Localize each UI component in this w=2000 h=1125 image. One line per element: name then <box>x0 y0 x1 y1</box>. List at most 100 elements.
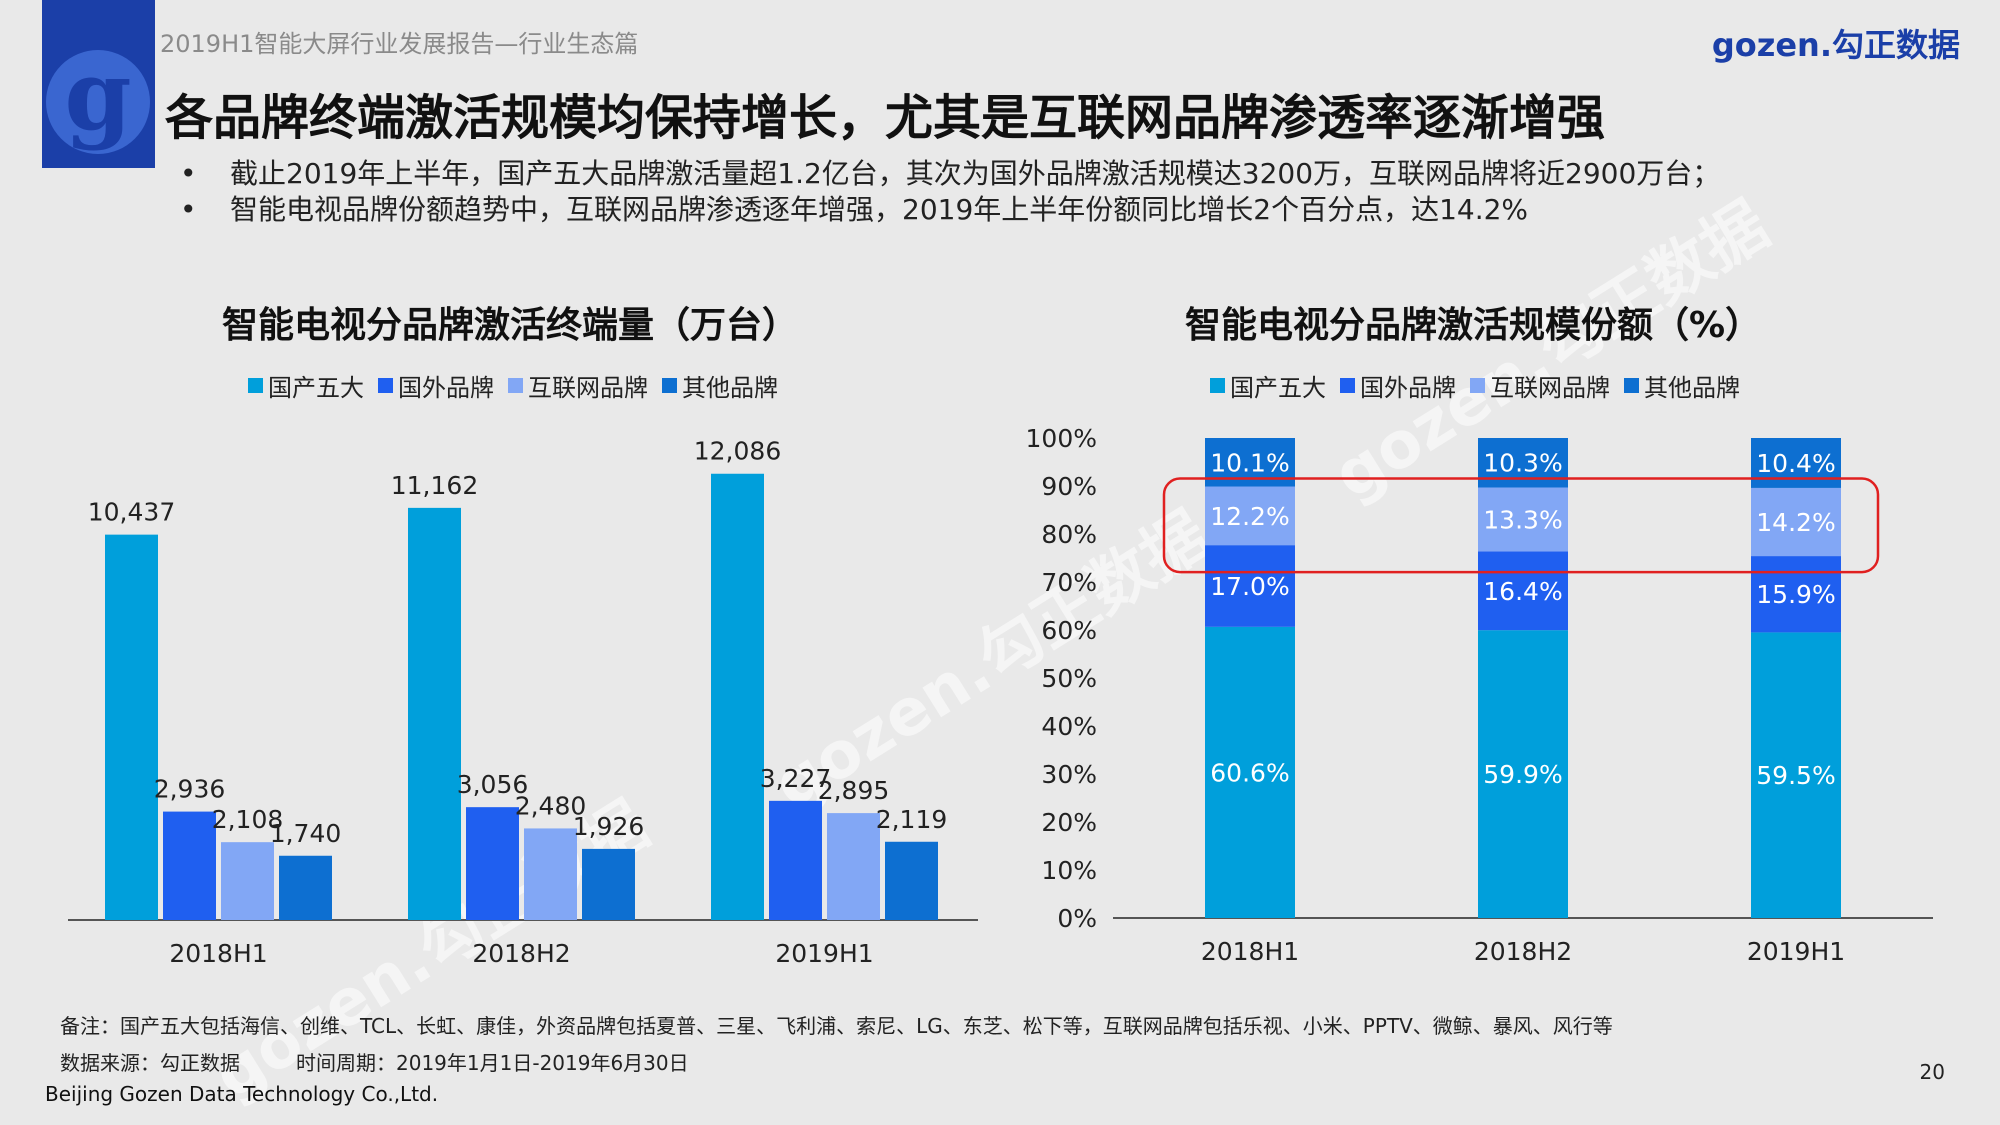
legend-label: 国产五大 <box>1230 374 1326 402</box>
segment-label: 10.4% <box>1756 449 1835 478</box>
legend-swatch <box>662 378 677 393</box>
bar <box>582 848 635 920</box>
legend-item: 互联网品牌 <box>508 368 648 403</box>
legend-item: 国外品牌 <box>1340 368 1456 403</box>
legend-item: 互联网品牌 <box>1470 368 1610 403</box>
bar <box>221 842 274 920</box>
legend-swatch <box>508 378 523 393</box>
bar <box>466 807 519 920</box>
segment-label: 15.9% <box>1756 580 1835 609</box>
x-tick-label: 2019H1 <box>1747 937 1845 966</box>
legend-swatch <box>248 378 263 393</box>
x-tick-label: 2018H1 <box>1201 937 1299 966</box>
gozen-logo-icon: g <box>46 48 150 154</box>
data-label: 2,119 <box>876 805 948 834</box>
bar <box>105 534 158 920</box>
legend-item: 国产五大 <box>248 368 364 403</box>
bar <box>524 828 577 920</box>
y-tick-label: 90% <box>1041 472 1097 501</box>
highlight-box <box>1162 477 1880 574</box>
y-tick-label: 10% <box>1041 856 1097 885</box>
segment-label: 10.3% <box>1483 449 1562 478</box>
stacked-segment <box>1478 630 1568 918</box>
legend-label: 国产五大 <box>268 374 364 402</box>
segment-label: 10.1% <box>1210 448 1289 477</box>
data-source: 数据来源：勾正数据 <box>60 1051 240 1075</box>
y-tick-label: 60% <box>1041 616 1097 645</box>
stacked-segment <box>1478 551 1568 631</box>
segment-label: 13.3% <box>1483 505 1562 534</box>
x-tick-label: 2018H1 <box>169 939 267 968</box>
page-title: 各品牌终端激活规模均保持增长，尤其是互联网品牌渗透率逐渐增强 <box>165 90 1606 146</box>
y-tick-label: 30% <box>1041 760 1097 789</box>
footnote: 备注：国产五大包括海信、创维、TCL、长虹、康佳，外资品牌包括夏普、三星、飞利浦… <box>60 1014 1613 1038</box>
bar <box>163 811 216 920</box>
stacked-segment <box>1205 486 1295 546</box>
segment-label: 17.0% <box>1210 572 1289 601</box>
legend-item: 国产五大 <box>1210 368 1326 403</box>
segment-label: 14.2% <box>1756 508 1835 537</box>
brand-logo: gozen.勾正数据 <box>1711 26 1960 64</box>
bullet-item: 智能电视品牌份额趋势中，互联网品牌渗透逐年增强，2019年上半年份额同比增长2个… <box>180 192 1720 228</box>
x-tick-label: 2018H2 <box>472 939 570 968</box>
stacked-segment <box>1751 556 1841 633</box>
legend-swatch <box>378 378 393 393</box>
data-label: 2,480 <box>515 791 587 820</box>
right-chart-legend: 国产五大 国外品牌 互联网品牌 其他品牌 <box>1210 368 1740 403</box>
data-label: 3,056 <box>457 770 529 799</box>
left-chart-title: 智能电视分品牌激活终端量（万台） <box>222 305 799 346</box>
bar <box>279 855 332 920</box>
x-tick-label: 2019H1 <box>775 939 873 968</box>
bar <box>408 507 461 920</box>
legend-label: 其他品牌 <box>682 374 778 402</box>
y-tick-label: 50% <box>1041 664 1097 693</box>
segment-label: 12.2% <box>1210 502 1289 531</box>
logo-block: g <box>42 0 155 168</box>
data-label: 11,162 <box>391 471 478 500</box>
y-tick-label: 80% <box>1041 520 1097 549</box>
bar <box>769 800 822 920</box>
legend-label: 其他品牌 <box>1644 374 1740 402</box>
left-chart-legend: 国产五大 国外品牌 互联网品牌 其他品牌 <box>248 368 778 403</box>
segment-label: 59.9% <box>1483 760 1562 789</box>
data-label: 2,895 <box>818 776 890 805</box>
legend-item: 其他品牌 <box>662 368 778 403</box>
page-number: 20 <box>1919 1060 1945 1084</box>
y-tick-label: 20% <box>1041 808 1097 837</box>
bullet-item: 截止2019年上半年，国产五大品牌激活量超1.2亿台，其次为国外品牌激活规模达3… <box>180 156 1720 192</box>
legend-swatch <box>1340 378 1355 393</box>
y-tick-label: 100% <box>1026 424 1097 453</box>
stacked-segment <box>1205 626 1295 918</box>
bar <box>885 841 938 920</box>
data-label: 12,086 <box>694 437 781 466</box>
x-tick-label: 2018H2 <box>1474 937 1572 966</box>
bar <box>827 813 880 920</box>
legend-item: 国外品牌 <box>378 368 494 403</box>
legend-label: 国外品牌 <box>398 374 494 402</box>
stacked-segment <box>1205 545 1295 627</box>
data-label: 1,926 <box>573 812 645 841</box>
data-label: 3,227 <box>760 764 832 793</box>
legend-label: 互联网品牌 <box>528 374 648 402</box>
y-tick-label: 0% <box>1057 904 1097 933</box>
summary-bullets: 截止2019年上半年，国产五大品牌激活量超1.2亿台，其次为国外品牌激活规模达3… <box>180 156 1720 228</box>
data-label: 10,437 <box>88 498 175 527</box>
right-chart-title: 智能电视分品牌激活规模份额（%） <box>1185 305 1762 346</box>
legend-label: 国外品牌 <box>1360 374 1456 402</box>
stacked-segment <box>1751 487 1841 557</box>
data-label: 2,936 <box>154 775 226 804</box>
report-title: 2019H1智能大屏行业发展报告—行业生态篇 <box>160 30 639 58</box>
stacked-segment <box>1478 487 1568 552</box>
segment-label: 59.5% <box>1756 761 1835 790</box>
stacked-segment <box>1751 632 1841 918</box>
legend-label: 互联网品牌 <box>1490 374 1610 402</box>
company-name: Beijing Gozen Data Technology Co.,Ltd. <box>45 1082 439 1106</box>
data-label: 1,740 <box>270 819 342 848</box>
legend-item: 其他品牌 <box>1624 368 1740 403</box>
y-tick-label: 70% <box>1041 568 1097 597</box>
bar <box>711 473 764 920</box>
y-tick-label: 40% <box>1041 712 1097 741</box>
segment-label: 16.4% <box>1483 577 1562 606</box>
